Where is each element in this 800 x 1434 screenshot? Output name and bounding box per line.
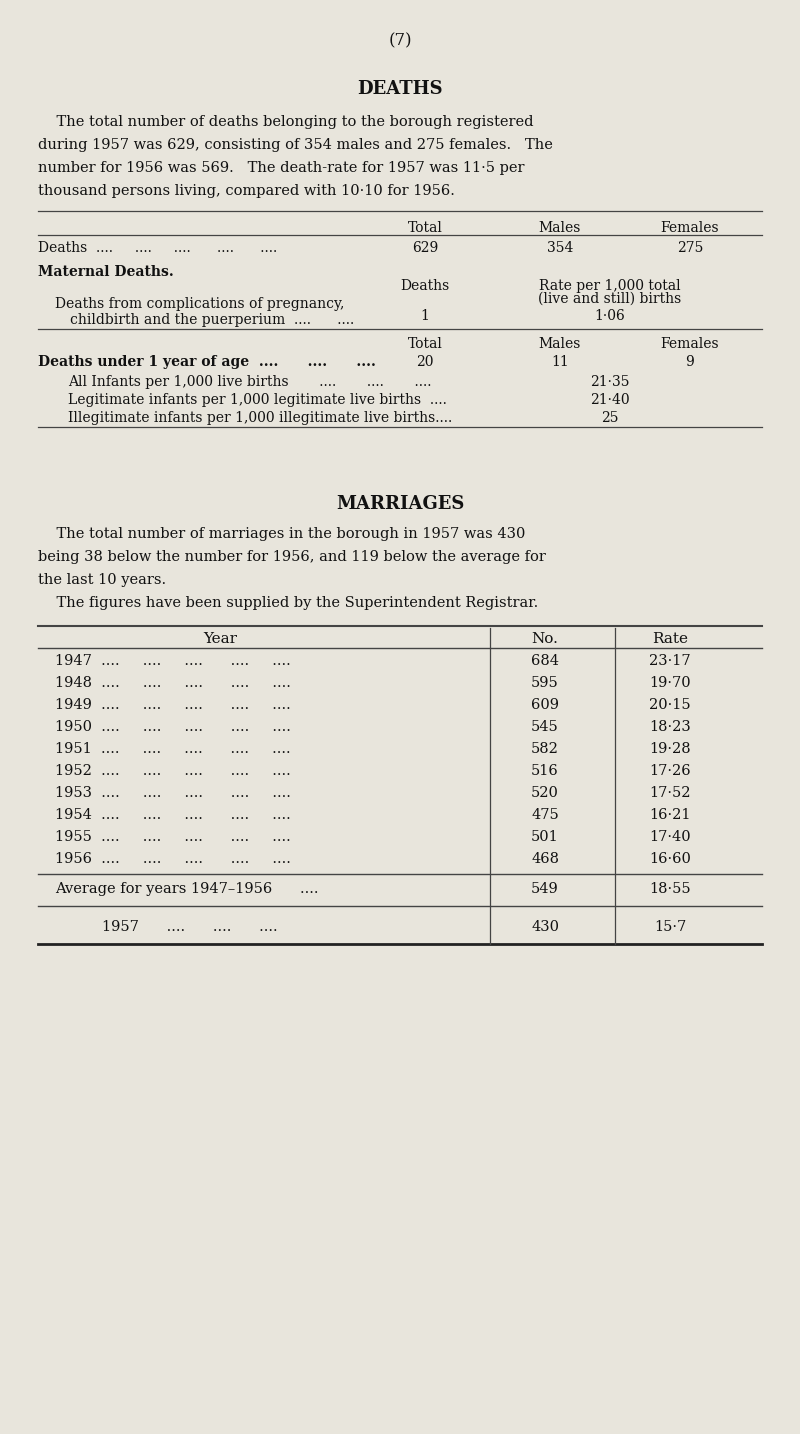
Text: Females: Females xyxy=(661,221,719,235)
Text: Maternal Deaths.: Maternal Deaths. xyxy=(38,265,174,280)
Text: 545: 545 xyxy=(531,720,559,734)
Text: 1947  ....     ....     ....      ....     ....: 1947 .... .... .... .... .... xyxy=(55,654,290,668)
Text: 1: 1 xyxy=(421,308,430,323)
Text: 1948  ....     ....     ....      ....     ....: 1948 .... .... .... .... .... xyxy=(55,675,291,690)
Text: 275: 275 xyxy=(677,241,703,255)
Text: Total: Total xyxy=(407,337,442,351)
Text: 17·26: 17·26 xyxy=(649,764,691,779)
Text: 475: 475 xyxy=(531,807,559,822)
Text: number for 1956 was 569.   The death-rate for 1957 was 11·5 per: number for 1956 was 569. The death-rate … xyxy=(38,161,525,175)
Text: DEATHS: DEATHS xyxy=(357,80,443,98)
Text: 501: 501 xyxy=(531,830,559,845)
Text: 595: 595 xyxy=(531,675,559,690)
Text: 11: 11 xyxy=(551,356,569,369)
Text: 20: 20 xyxy=(416,356,434,369)
Text: 1950  ....     ....     ....      ....     ....: 1950 .... .... .... .... .... xyxy=(55,720,291,734)
Text: 21·35: 21·35 xyxy=(590,376,630,389)
Text: during 1957 was 629, consisting of 354 males and 275 females.   The: during 1957 was 629, consisting of 354 m… xyxy=(38,138,553,152)
Text: 25: 25 xyxy=(602,412,618,424)
Text: Deaths  ....     ....     ....      ....      ....: Deaths .... .... .... .... .... xyxy=(38,241,278,255)
Text: (live and still) births: (live and still) births xyxy=(538,293,682,305)
Text: 1952  ....     ....     ....      ....     ....: 1952 .... .... .... .... .... xyxy=(55,764,290,779)
Text: Females: Females xyxy=(661,337,719,351)
Text: Average for years 1947–1956      ....: Average for years 1947–1956 .... xyxy=(55,882,318,896)
Text: 1949  ....     ....     ....      ....     ....: 1949 .... .... .... .... .... xyxy=(55,698,290,713)
Text: 549: 549 xyxy=(531,882,559,896)
Text: 354: 354 xyxy=(547,241,573,255)
Text: Males: Males xyxy=(539,337,581,351)
Text: 23·17: 23·17 xyxy=(649,654,691,668)
Text: 520: 520 xyxy=(531,786,559,800)
Text: 18·55: 18·55 xyxy=(649,882,691,896)
Text: The total number of deaths belonging to the borough registered: The total number of deaths belonging to … xyxy=(38,115,534,129)
Text: Rate: Rate xyxy=(652,632,688,645)
Text: 516: 516 xyxy=(531,764,559,779)
Text: Year: Year xyxy=(203,632,237,645)
Text: childbirth and the puerperium  ....      ....: childbirth and the puerperium .... .... xyxy=(70,313,354,327)
Text: Deaths under 1 year of age  ....      ....      ....: Deaths under 1 year of age .... .... ...… xyxy=(38,356,376,369)
Text: 1953  ....     ....     ....      ....     ....: 1953 .... .... .... .... .... xyxy=(55,786,291,800)
Text: 19·70: 19·70 xyxy=(649,675,691,690)
Text: 21·40: 21·40 xyxy=(590,393,630,407)
Text: 1955  ....     ....     ....      ....     ....: 1955 .... .... .... .... .... xyxy=(55,830,290,845)
Text: 1·06: 1·06 xyxy=(594,308,626,323)
Text: 15·7: 15·7 xyxy=(654,921,686,934)
Text: MARRIAGES: MARRIAGES xyxy=(336,495,464,513)
Text: 1954  ....     ....     ....      ....     ....: 1954 .... .... .... .... .... xyxy=(55,807,290,822)
Text: Illegitimate infants per 1,000 illegitimate live births....: Illegitimate infants per 1,000 illegitim… xyxy=(68,412,452,424)
Text: 430: 430 xyxy=(531,921,559,934)
Text: 19·28: 19·28 xyxy=(649,741,691,756)
Text: Total: Total xyxy=(407,221,442,235)
Text: (7): (7) xyxy=(388,32,412,49)
Text: 17·52: 17·52 xyxy=(650,786,690,800)
Text: 18·23: 18·23 xyxy=(649,720,691,734)
Text: 1951  ....     ....     ....      ....     ....: 1951 .... .... .... .... .... xyxy=(55,741,290,756)
Text: The total number of marriages in the borough in 1957 was 430: The total number of marriages in the bor… xyxy=(38,528,526,541)
Text: Legitimate infants per 1,000 legitimate live births  ....: Legitimate infants per 1,000 legitimate … xyxy=(68,393,447,407)
Text: the last 10 years.: the last 10 years. xyxy=(38,574,166,587)
Text: being 38 below the number for 1956, and 119 below the average for: being 38 below the number for 1956, and … xyxy=(38,551,546,564)
Text: All Infants per 1,000 live births       ....       ....       ....: All Infants per 1,000 live births .... .… xyxy=(68,376,431,389)
Text: Deaths from complications of pregnancy,: Deaths from complications of pregnancy, xyxy=(55,297,344,311)
Text: 17·40: 17·40 xyxy=(649,830,691,845)
Text: 9: 9 xyxy=(686,356,694,369)
Text: 684: 684 xyxy=(531,654,559,668)
Text: 1956  ....     ....     ....      ....     ....: 1956 .... .... .... .... .... xyxy=(55,852,291,866)
Text: 16·60: 16·60 xyxy=(649,852,691,866)
Text: The figures have been supplied by the Superintendent Registrar.: The figures have been supplied by the Su… xyxy=(38,597,538,609)
Text: 609: 609 xyxy=(531,698,559,713)
Text: Deaths: Deaths xyxy=(400,280,450,293)
Text: Males: Males xyxy=(539,221,581,235)
Text: 582: 582 xyxy=(531,741,559,756)
Text: No.: No. xyxy=(531,632,558,645)
Text: 629: 629 xyxy=(412,241,438,255)
Text: 16·21: 16·21 xyxy=(650,807,690,822)
Text: 1957      ....      ....      ....: 1957 .... .... .... xyxy=(102,921,278,934)
Text: 468: 468 xyxy=(531,852,559,866)
Text: 20·15: 20·15 xyxy=(649,698,691,713)
Text: thousand persons living, compared with 10·10 for 1956.: thousand persons living, compared with 1… xyxy=(38,184,455,198)
Text: Rate per 1,000 total: Rate per 1,000 total xyxy=(539,280,681,293)
